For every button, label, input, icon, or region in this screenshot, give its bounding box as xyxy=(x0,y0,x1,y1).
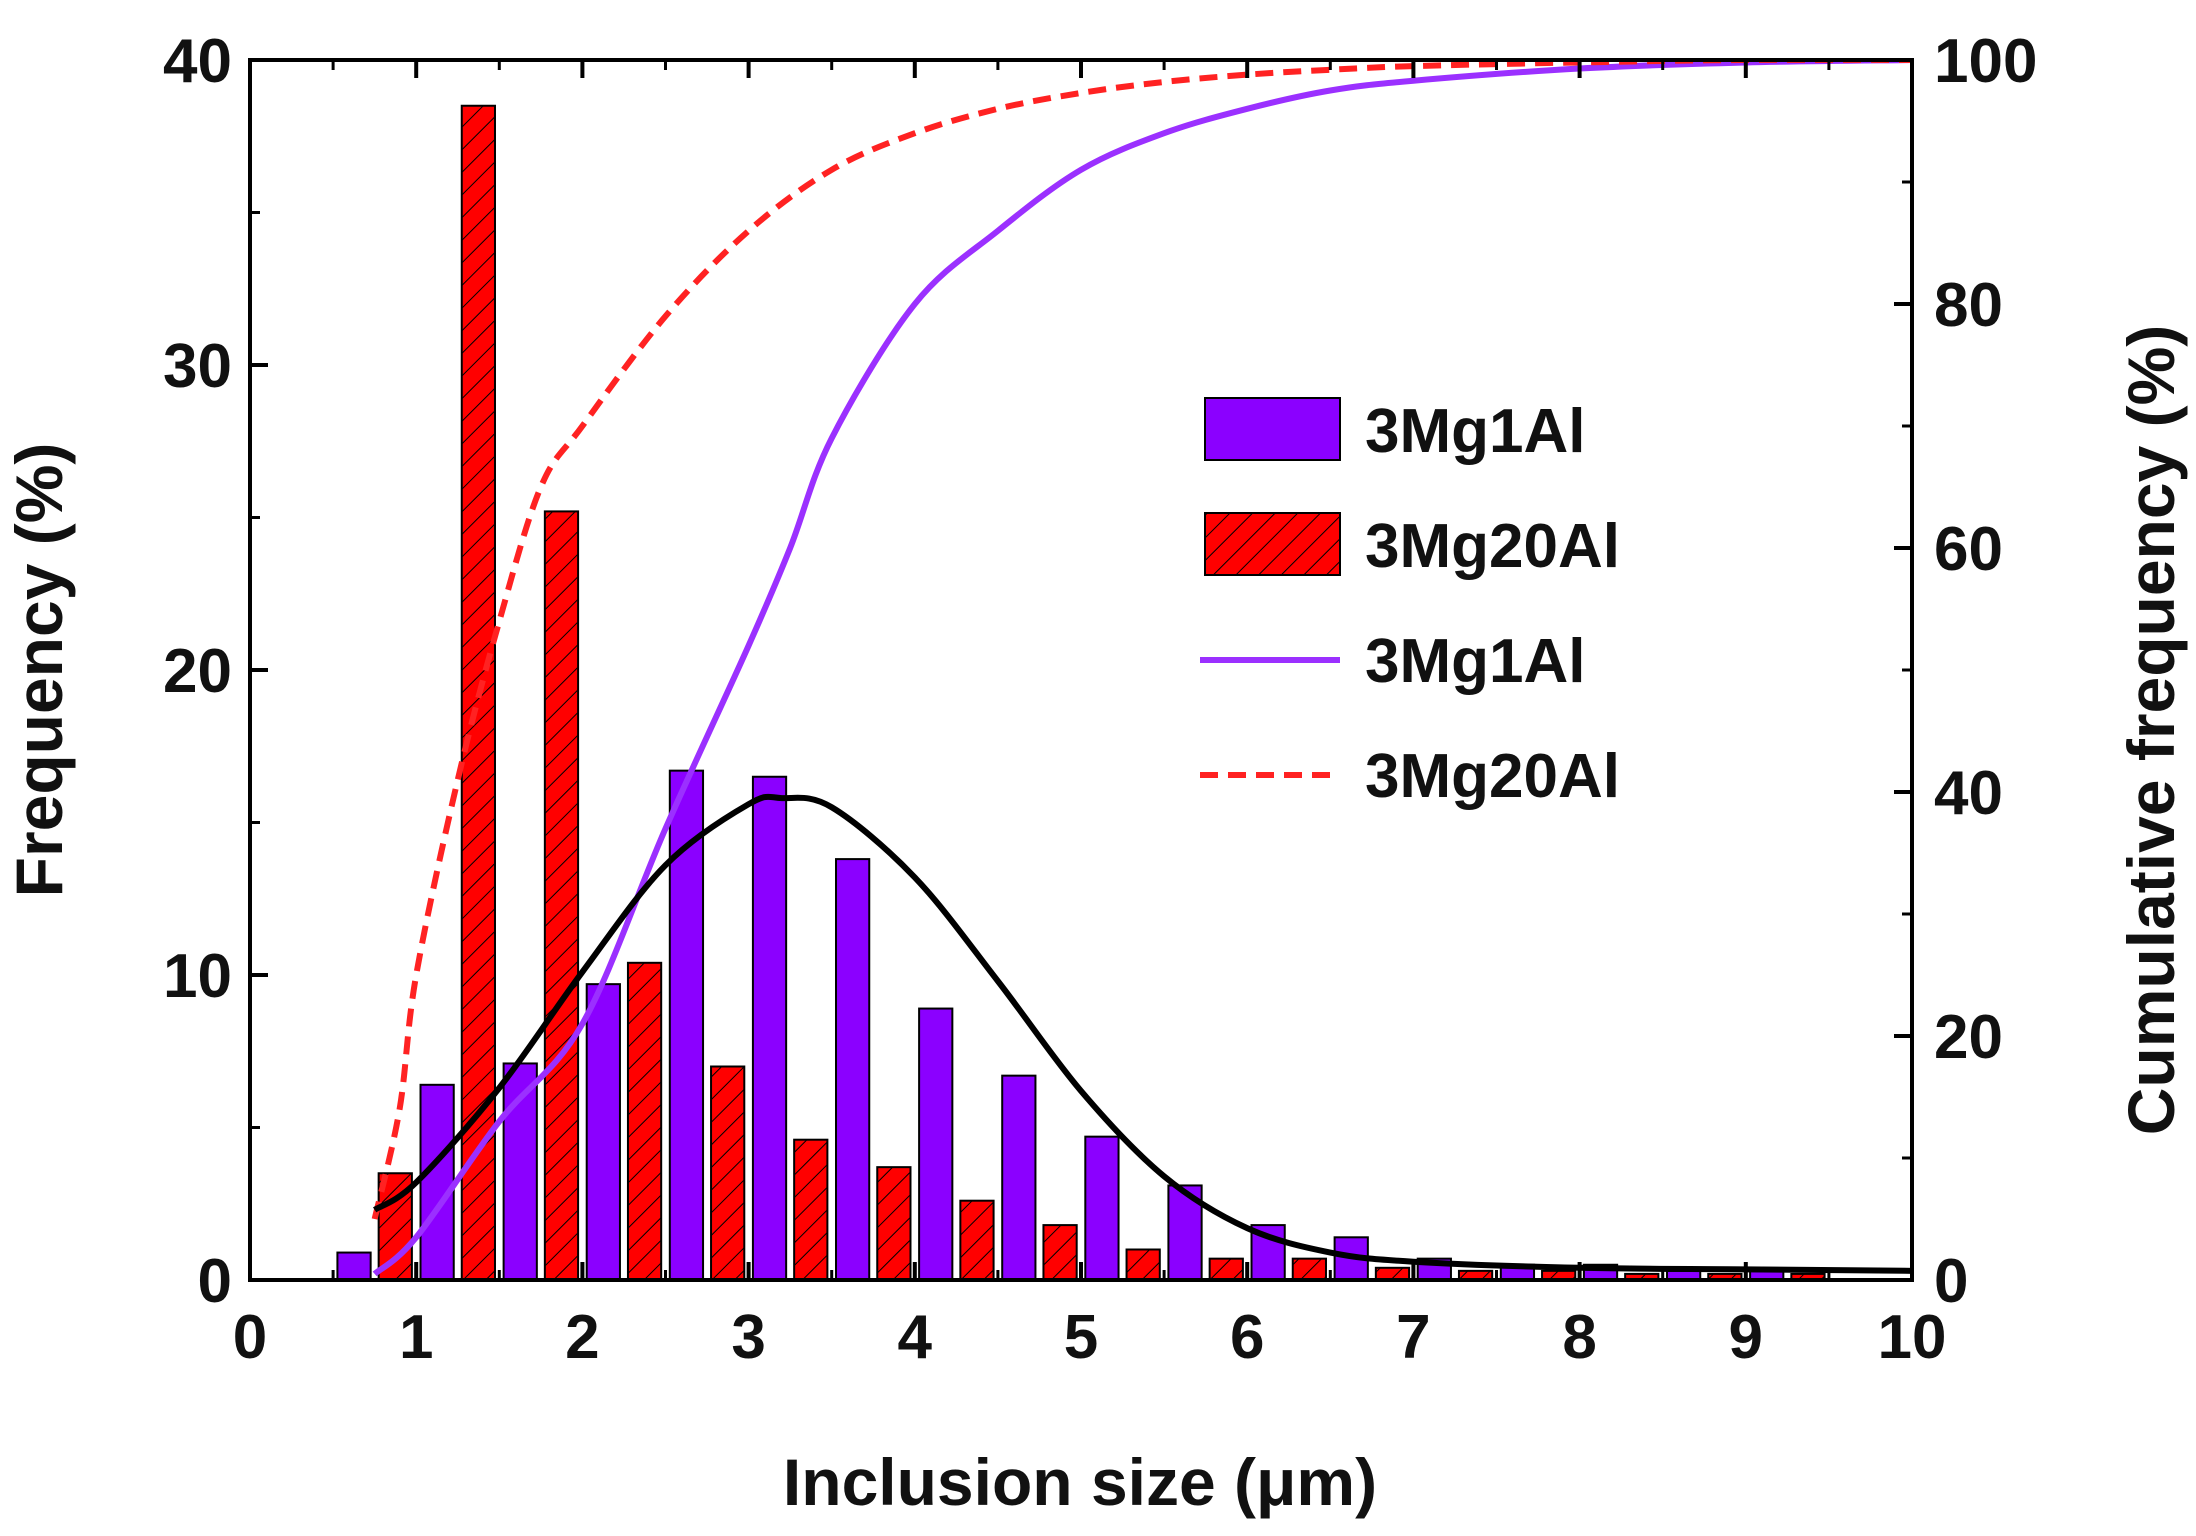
line-cumulative-line-3mg1al xyxy=(372,60,1912,1277)
legend-label-3: 3Mg20Al xyxy=(1365,742,1620,811)
axes xyxy=(248,58,1914,1282)
bar-3mg20al-3 xyxy=(626,961,663,1281)
legend-label-1: 3Mg20Al xyxy=(1365,512,1620,581)
y-right-tick-label-0: 0 xyxy=(1934,1247,1968,1316)
y-tick-label-0: 0 xyxy=(198,1247,232,1316)
x-tick-label-5: 5 xyxy=(1064,1303,1098,1372)
bar-3mg1al-8 xyxy=(1001,1074,1037,1282)
x-tick-label-8: 8 xyxy=(1562,1303,1596,1372)
bar-3mg1al-0 xyxy=(336,1251,372,1282)
x-tick-label-4: 4 xyxy=(898,1303,933,1372)
bar-3mg20al-7 xyxy=(959,1199,995,1281)
bar-3mg1al-1 xyxy=(419,1083,455,1282)
bar-3mg20al-9 xyxy=(1125,1248,1161,1281)
bars xyxy=(336,104,1826,1282)
y-axis-title: Frequency (%) xyxy=(2,443,76,898)
line-cumulative-line-3mg20al xyxy=(371,60,1912,1220)
bar-3mg1al-5 xyxy=(751,775,788,1281)
legend-label-0: 3Mg1Al xyxy=(1365,397,1585,466)
plot-frame xyxy=(248,58,1914,1282)
x-tick-label-2: 2 xyxy=(565,1303,599,1372)
y-right-tick-label-100: 100 xyxy=(1934,27,2037,96)
x-tick-label-1: 1 xyxy=(399,1303,433,1372)
y-tick-label-30: 30 xyxy=(163,332,232,401)
x-axis-title: Inclusion size (μm) xyxy=(783,1445,1377,1519)
x-tick-label-3: 3 xyxy=(731,1303,765,1372)
x-tick-label-10: 10 xyxy=(1878,1303,1947,1372)
y-right-tick-label-20: 20 xyxy=(1934,1003,2003,1072)
bar-3mg20al-4 xyxy=(710,1065,746,1281)
y-tick-label-20: 20 xyxy=(163,637,232,706)
bar-3mg1al-3 xyxy=(585,983,621,1282)
bar-3mg20al-2 xyxy=(543,510,580,1281)
bar-3mg1al-6 xyxy=(835,858,871,1281)
bar-3mg20al-6 xyxy=(876,1166,912,1282)
bar-3mg1al-7 xyxy=(918,1007,954,1281)
y-right-tick-label-80: 80 xyxy=(1934,271,2003,340)
line-gaussian-fit-fit xyxy=(372,793,1912,1274)
x-tick-label-7: 7 xyxy=(1396,1303,1430,1372)
x-tick-label-6: 6 xyxy=(1230,1303,1264,1372)
legend-swatch-0 xyxy=(1204,397,1341,461)
bar-3mg1al-9 xyxy=(1084,1135,1120,1282)
y-axis-right-title: Cumulative frequency (%) xyxy=(2114,325,2188,1136)
bar-3mg20al-8 xyxy=(1042,1224,1078,1281)
y-right-tick-label-60: 60 xyxy=(1934,515,2003,584)
bar-3mg20al-10 xyxy=(1208,1257,1244,1282)
y-tick-label-10: 10 xyxy=(163,942,232,1011)
legend-label-2: 3Mg1Al xyxy=(1365,627,1585,696)
y-tick-label-40: 40 xyxy=(163,27,232,96)
legend-swatch-1 xyxy=(1204,512,1341,576)
legend: 3Mg1Al 3Mg20Al 3Mg1Al 3Mg20Al xyxy=(1200,397,1620,811)
x-tick-label-9: 9 xyxy=(1729,1303,1763,1372)
bar-3mg20al-11 xyxy=(1291,1257,1327,1282)
bar-3mg20al-5 xyxy=(793,1138,829,1281)
y-right-tick-label-40: 40 xyxy=(1934,759,2003,828)
x-tick-label-0: 0 xyxy=(233,1303,267,1372)
lines xyxy=(371,60,1912,1277)
